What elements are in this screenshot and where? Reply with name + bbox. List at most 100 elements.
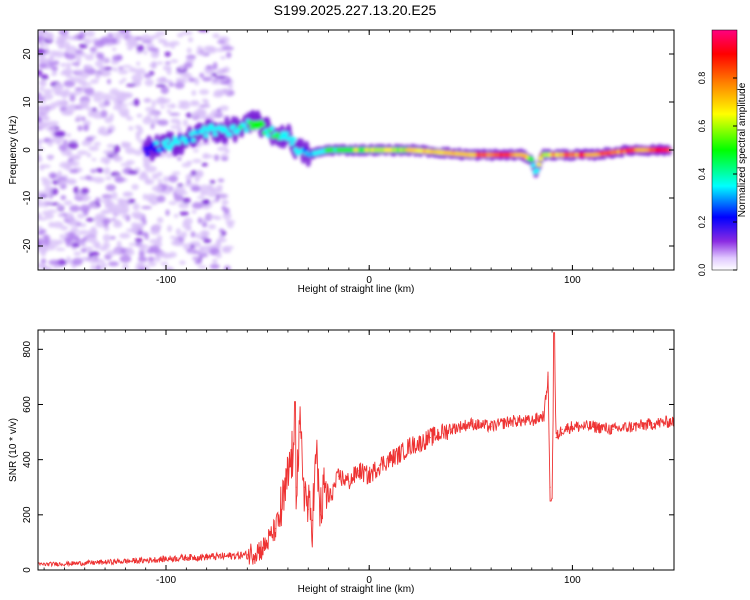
noise-blob [71,62,80,66]
noise-blob [173,186,186,194]
noise-blob [137,126,144,135]
ridge-core [280,131,286,136]
noise-blob [91,157,97,162]
noise-blob [38,30,44,37]
noise-blob [126,198,136,204]
noise-blob [67,36,80,41]
snr-point [315,453,317,455]
noise-blob [55,90,67,96]
ridge-core [145,151,150,157]
noise-blob [178,79,189,83]
snr-point [399,453,401,455]
noise-blob [126,228,137,233]
noise-blob [212,33,220,39]
noise-blob [64,88,70,97]
ridge-core [167,146,172,151]
noise-blob [77,125,83,132]
noise-blob [198,114,209,120]
noise-blob [101,217,112,224]
noise-blob [117,103,128,107]
noise-blob [139,262,145,269]
noise-blob [137,256,147,263]
noise-blob [93,215,105,222]
snr-point [612,428,614,430]
noise-blob [141,40,153,44]
noise-blob [101,93,112,101]
spectrogram-xtick-label: -100 [156,275,176,286]
noise-blob [150,123,155,130]
noise-blob [198,246,204,253]
noise-blob [133,149,144,156]
noise-blob [66,256,71,264]
noise-blob [152,223,162,230]
noise-blob [94,60,104,68]
ridge-core [143,146,149,152]
noise-blob [215,75,227,79]
snr-point [145,559,147,561]
noise-blob [57,40,65,49]
noise-blob [125,214,131,222]
noise-blob [93,141,101,146]
noise-blob [102,209,109,214]
ridge-core [201,125,207,131]
noise-blob [147,261,157,267]
noise-blob [125,147,136,155]
noise-blob [90,79,99,84]
noise-blob [40,121,52,127]
ridge-core [199,129,205,135]
noise-blob [174,81,185,89]
noise-blob [81,38,89,42]
snr-point [378,464,380,466]
noise-blob [97,168,104,173]
noise-blob [40,258,47,265]
noise-blob [154,255,161,262]
noise-blob [65,75,74,79]
noise-blob [69,219,79,227]
noise-blob [126,35,137,44]
ridge-core [176,140,182,145]
noise-blob [176,33,184,38]
noise-blob [69,169,79,174]
noise-blob [66,133,72,137]
noise-blob [216,107,221,113]
ridge-core [289,141,295,146]
noise-blob [178,201,190,209]
noise-blob [109,236,116,240]
noise-blob [143,50,148,55]
noise-blob [38,92,42,97]
ridge-core [170,140,176,146]
noise-blob [81,100,90,107]
noise-blob [38,139,44,144]
noise-blob [165,152,173,158]
noise-blob [215,252,222,259]
noise-blob [70,76,82,83]
colorbar-tick-label: 0.6 [697,120,707,133]
snr-point [419,442,421,444]
noise-blob [85,30,95,38]
ridge-core [223,128,229,133]
noise-blob [45,32,55,41]
noise-blob [66,149,73,158]
ridge-core [256,124,262,129]
ridge-core [284,131,289,136]
ridge-core [172,136,178,141]
noise-blob [212,61,218,70]
noise-blob [38,57,49,64]
spectrogram-ytick-label: 0 [22,147,33,153]
noise-blob [84,54,95,61]
noise-blobs [38,30,236,270]
noise-blob [192,148,199,153]
noise-blob [160,105,165,109]
noise-blob [145,115,152,119]
noise-blob [210,80,221,85]
ridge-core [205,128,211,133]
noise-blob [155,84,166,88]
noise-blob [63,200,73,206]
colorbar-tick-label: 0.4 [697,168,707,181]
noise-blob [133,98,140,107]
noise-blob [39,164,51,169]
noise-blob [160,261,169,266]
snr-point [551,497,553,499]
noise-blob [206,186,215,192]
